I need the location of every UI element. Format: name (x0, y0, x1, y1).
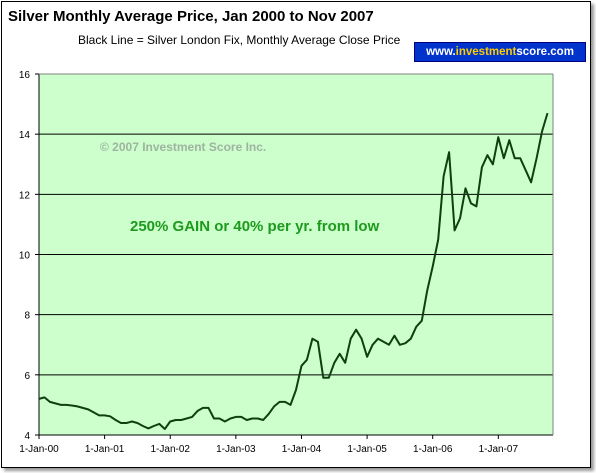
y-tick-label: 16 (19, 70, 31, 81)
x-tick-label: 1-Jan-07 (479, 444, 519, 455)
chart-subtitle: Black Line = Silver London Fix, Monthly … (78, 33, 401, 47)
brand-highlight: investment (455, 46, 517, 58)
y-tick-label: 8 (24, 311, 30, 322)
gain-annotation: 250% GAIN or 40% per yr. from low (130, 218, 380, 235)
series-line (38, 112, 549, 430)
brand-banner[interactable]: www.investmentscore.com (414, 42, 586, 62)
x-tick-label: 1-Jan-00 (19, 444, 59, 455)
grid-lines (39, 133, 553, 376)
brand-suffix: score.com (516, 46, 574, 58)
y-tick-label: 6 (24, 371, 30, 382)
y-axis-ticks: 4 6 8 10 12 14 16 (19, 70, 39, 442)
copyright-annotation: © 2007 Investment Score Inc. (100, 140, 266, 154)
x-axis-ticks: 1-Jan-00 1-Jan-01 1-Jan-02 1-Jan-03 1-Jan-04… (19, 435, 518, 455)
x-tick-label: 1-Jan-04 (282, 444, 322, 455)
y-tick-label: 12 (19, 190, 31, 201)
y-tick-label: 4 (24, 431, 30, 442)
brand-prefix: www. (426, 46, 456, 58)
x-tick-label: 1-Jan-03 (216, 444, 256, 455)
x-tick-label: 1-Jan-06 (413, 444, 453, 455)
x-tick-label: 1-Jan-05 (347, 444, 387, 455)
y-tick-label: 10 (19, 251, 31, 262)
chart-title: Silver Monthly Average Price, Jan 2000 t… (8, 8, 374, 25)
y-tick-label: 14 (19, 130, 31, 141)
x-tick-label: 1-Jan-02 (150, 444, 190, 455)
x-tick-label: 1-Jan-01 (85, 444, 125, 455)
